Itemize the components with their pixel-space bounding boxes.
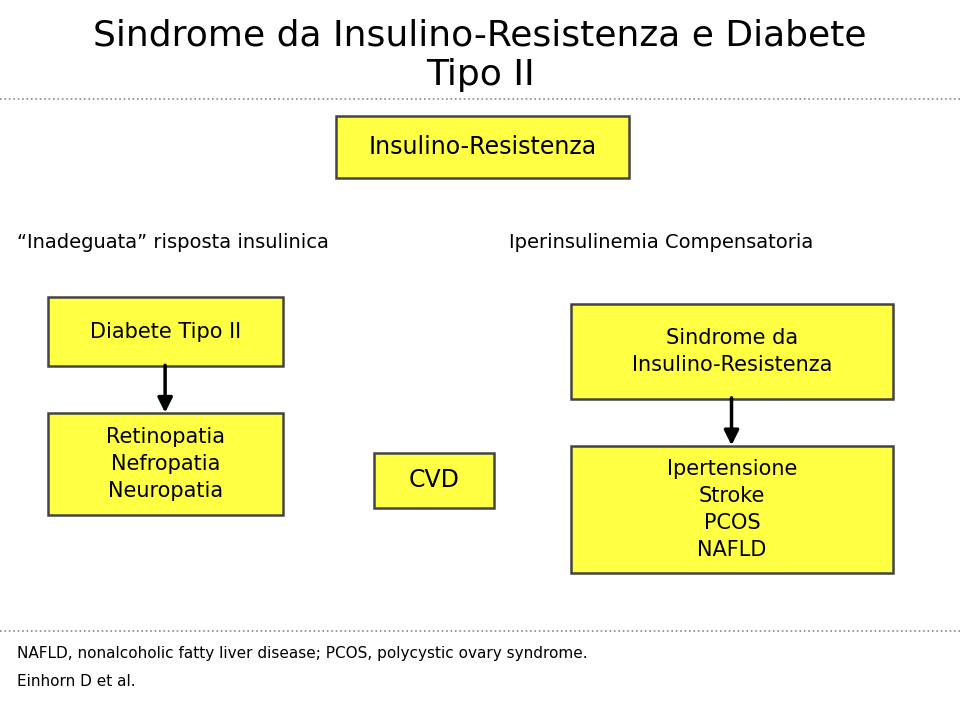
FancyBboxPatch shape: [336, 116, 629, 178]
FancyBboxPatch shape: [48, 413, 283, 515]
Text: Ipertensione
Stroke
PCOS
NAFLD: Ipertensione Stroke PCOS NAFLD: [667, 458, 797, 560]
Text: Sindrome da
Insulino-Resistenza: Sindrome da Insulino-Resistenza: [632, 328, 832, 376]
FancyBboxPatch shape: [571, 304, 893, 399]
Text: Retinopatia
Nefropatia
Neuropatia: Retinopatia Nefropatia Neuropatia: [107, 427, 225, 501]
Text: Einhorn D et al.: Einhorn D et al.: [17, 674, 141, 689]
Text: CVD: CVD: [409, 468, 460, 492]
FancyBboxPatch shape: [571, 446, 893, 573]
Text: Iperinsulinemia Compensatoria: Iperinsulinemia Compensatoria: [509, 233, 813, 252]
Text: Diabete Tipo II: Diabete Tipo II: [90, 322, 241, 341]
FancyBboxPatch shape: [48, 297, 283, 366]
Text: “Inadeguata” risposta insulinica: “Inadeguata” risposta insulinica: [17, 233, 329, 252]
Text: Sindrome da Insulino-Resistenza e Diabete
Tipo II: Sindrome da Insulino-Resistenza e Diabet…: [93, 18, 867, 91]
Text: NAFLD, nonalcoholic fatty liver disease; PCOS, polycystic ovary syndrome.: NAFLD, nonalcoholic fatty liver disease;…: [17, 647, 588, 661]
Text: Insulino-Resistenza: Insulino-Resistenza: [369, 135, 596, 159]
FancyBboxPatch shape: [374, 453, 494, 507]
